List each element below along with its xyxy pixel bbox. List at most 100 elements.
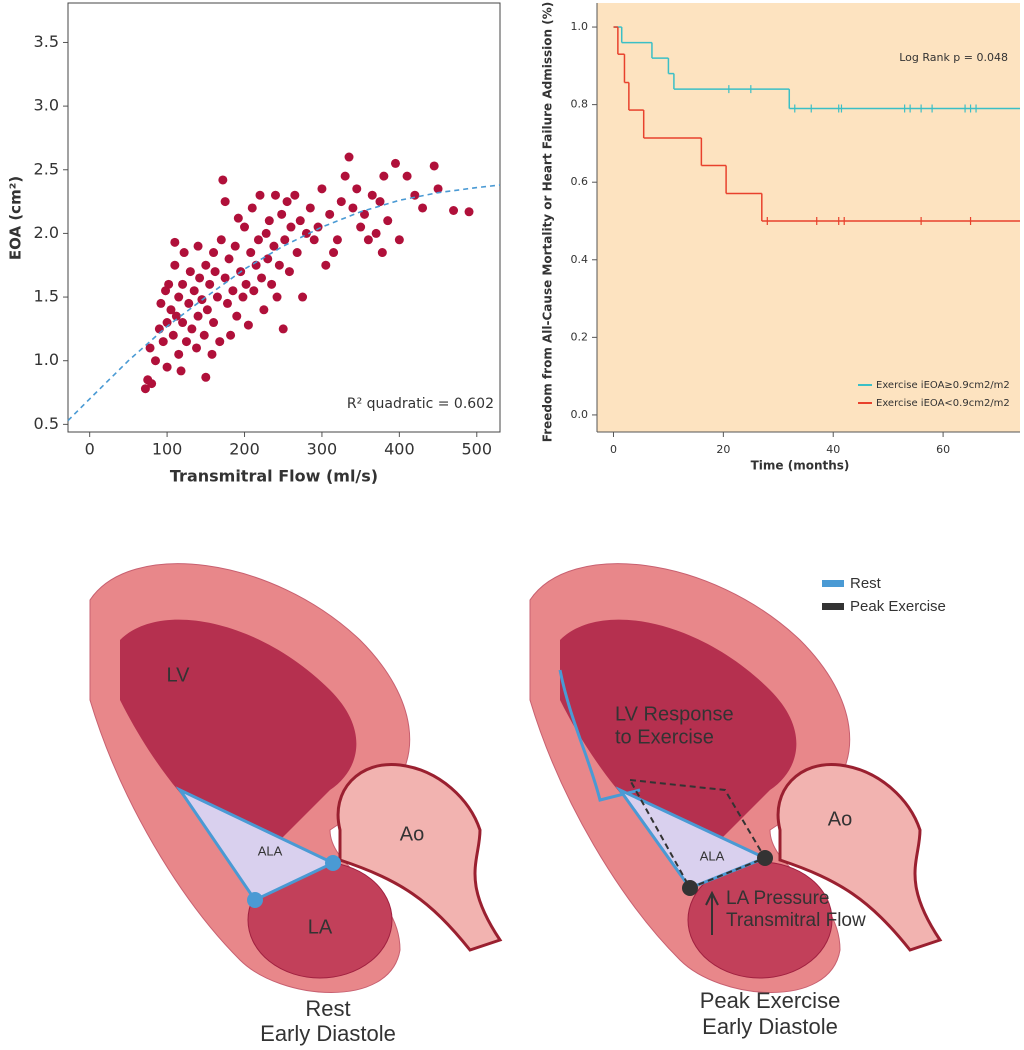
point [220, 197, 230, 207]
point [162, 362, 172, 372]
point [290, 190, 300, 200]
point [187, 324, 197, 334]
legend-label: Exercise iEOA<0.9cm2/m2 [876, 398, 1010, 409]
point [253, 235, 263, 245]
point [348, 203, 358, 213]
point [220, 273, 230, 283]
point [145, 343, 155, 353]
label: ALA [700, 848, 725, 863]
lv-cavity [560, 619, 797, 860]
point [222, 298, 232, 308]
point [286, 222, 296, 232]
rest-heart [89, 563, 503, 993]
label: Ao [828, 808, 852, 830]
point [176, 366, 186, 376]
diagrams: LV ALA Ao LA Rest Early Diastole LV Resp… [89, 563, 946, 1046]
point [218, 175, 228, 185]
point [168, 330, 178, 340]
point [154, 324, 164, 334]
x-tick-label: 500 [462, 440, 493, 459]
point [193, 241, 203, 251]
point [390, 158, 400, 168]
point [193, 311, 203, 321]
point [264, 216, 274, 226]
point [278, 324, 288, 334]
point [147, 379, 157, 389]
point [284, 267, 294, 277]
point [170, 260, 180, 270]
y-tick-label: 3.0 [34, 96, 59, 115]
point [429, 161, 439, 171]
point [202, 305, 212, 315]
y-tick-label: 1.5 [34, 287, 59, 306]
point [449, 205, 459, 215]
point [156, 298, 166, 308]
point [344, 152, 354, 162]
point [178, 279, 188, 289]
point [199, 330, 209, 340]
point [257, 273, 267, 283]
point [224, 254, 234, 264]
point [313, 222, 323, 232]
point [371, 228, 381, 238]
point [233, 213, 243, 223]
point [209, 318, 219, 328]
label: LV [167, 664, 191, 686]
point [158, 337, 168, 347]
y-axis-label: Freedom from All-Cause Mortality or Hear… [541, 2, 555, 442]
point [332, 235, 342, 245]
point [205, 279, 215, 289]
point [272, 292, 282, 302]
trend-line [67, 184, 501, 422]
point [178, 318, 188, 328]
point [379, 171, 389, 181]
y-tick-label: 0.0 [571, 408, 589, 421]
ala-region [175, 786, 337, 902]
x-tick-label: 300 [307, 440, 338, 459]
point [292, 248, 302, 258]
point [247, 203, 257, 213]
caption: Rest [305, 996, 350, 1021]
x-tick-label: 100 [152, 440, 183, 459]
point [270, 190, 280, 200]
x-tick-label: 400 [384, 440, 415, 459]
point [232, 311, 242, 321]
x-tick-label: 0 [85, 440, 95, 459]
point [170, 237, 180, 247]
annulus-point [247, 892, 263, 908]
point [267, 279, 277, 289]
point [240, 222, 250, 232]
point [280, 235, 290, 245]
lv-cavity [120, 619, 357, 860]
annotation: Log Rank p = 0.048 [899, 51, 1008, 64]
point [166, 305, 176, 315]
point [282, 197, 292, 207]
y-axis-label: EOA (cm²) [7, 176, 25, 260]
y-tick-label: 0.8 [571, 98, 589, 111]
point [181, 337, 191, 347]
point [189, 286, 199, 296]
x-tick-label: 40 [826, 443, 840, 456]
point [185, 267, 195, 277]
point [212, 292, 222, 302]
point [402, 171, 412, 181]
point [321, 260, 331, 270]
y-tick-label: 3.5 [34, 32, 59, 51]
annulus-point [757, 850, 773, 866]
point [367, 190, 377, 200]
point [356, 222, 366, 232]
point [394, 235, 404, 245]
y-tick-label: 0.5 [34, 414, 59, 433]
point [174, 349, 184, 359]
aorta [336, 762, 503, 952]
point [150, 356, 160, 366]
point [164, 279, 174, 289]
y-tick-label: 1.0 [34, 350, 59, 369]
point [228, 286, 238, 296]
point [216, 235, 226, 245]
legend-label: Rest [850, 575, 882, 592]
legend-label: Peak Exercise [850, 598, 946, 615]
label: to Exercise [615, 726, 714, 748]
point [274, 260, 284, 270]
caption: Early Diastole [260, 1021, 396, 1046]
